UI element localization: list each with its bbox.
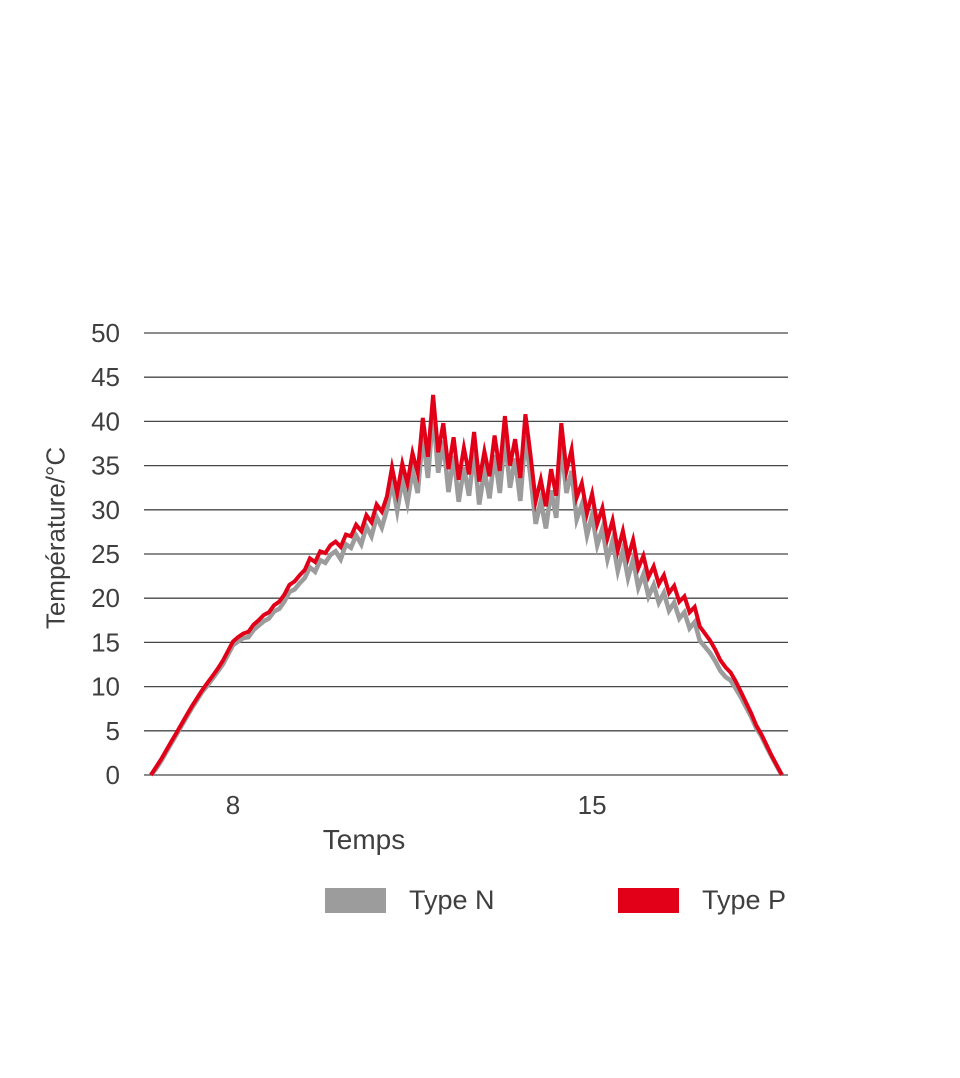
x-tick-label: 8: [226, 790, 240, 820]
y-tick-label: 5: [106, 716, 120, 746]
legend-item-type-p: Type P: [618, 885, 787, 915]
y-axis-title: Température/°C: [40, 446, 71, 630]
series-line-type-p: [149, 394, 784, 777]
y-tick-label: 35: [91, 451, 120, 481]
legend-item-type-n: Type N: [325, 885, 495, 915]
y-tick-label: 25: [91, 539, 120, 569]
x-tick-label: 15: [578, 790, 607, 820]
type-p-legend-label: Type P: [702, 885, 787, 915]
y-tick-label: 20: [91, 583, 120, 613]
y-tick-label: 40: [91, 406, 120, 436]
y-tick-label: 15: [91, 627, 120, 657]
y-tick-label: 50: [91, 318, 120, 348]
y-tick-label: 30: [91, 495, 120, 525]
type-n-legend-swatch: [325, 888, 386, 913]
y-tick-label: 10: [91, 672, 120, 702]
type-p-legend-swatch: [618, 888, 679, 913]
x-axis-title: Temps: [322, 824, 406, 855]
y-tick-label: 45: [91, 362, 120, 392]
type-n-legend-label: Type N: [409, 885, 495, 915]
y-tick-label: 0: [106, 760, 120, 790]
series-line-type-n: [149, 412, 784, 777]
